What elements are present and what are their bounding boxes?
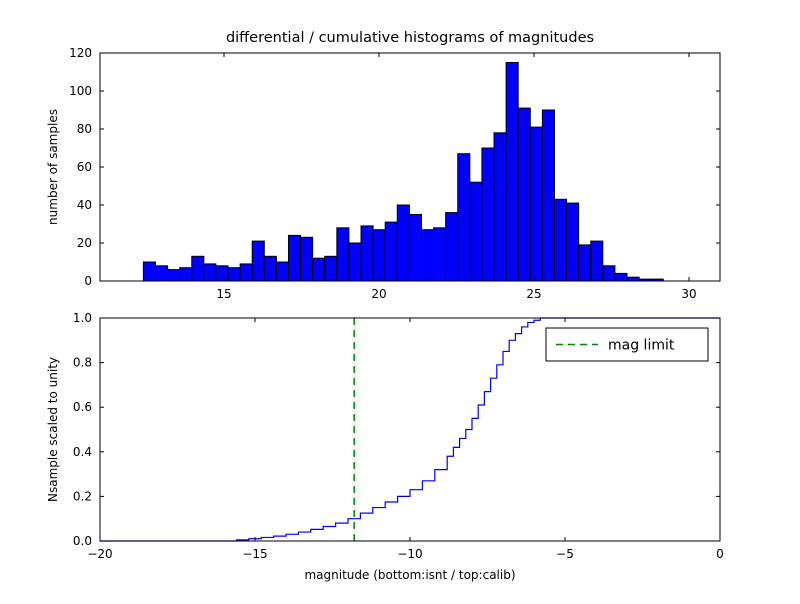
histogram-bar — [324, 255, 338, 282]
histogram-bar — [517, 107, 531, 282]
y-tick-label: 40 — [77, 198, 92, 212]
cumulative-line — [100, 317, 720, 542]
histogram-bar — [154, 265, 169, 282]
histogram-bar — [433, 227, 447, 282]
histogram-bar — [300, 236, 314, 282]
histogram-bar — [336, 227, 350, 282]
histogram-bar — [420, 229, 435, 282]
histogram-bar — [263, 255, 277, 282]
histogram-bar — [384, 221, 398, 282]
x-axis-label: magnitude (bottom:isnt / top:calib) — [304, 568, 515, 582]
histogram-bar — [179, 267, 193, 282]
histogram-bar — [287, 234, 302, 282]
x-tick-label: 15 — [216, 287, 231, 301]
y-tick-label: 0.2 — [73, 489, 92, 503]
y-tick-label: 100 — [69, 84, 92, 98]
y-tick-label: 0 — [84, 274, 92, 288]
histogram-bar — [348, 242, 362, 282]
legend-label: mag limit — [608, 338, 675, 354]
histogram-bar — [275, 261, 289, 282]
x-tick-label: −15 — [242, 547, 267, 561]
y-tick-label: 0.0 — [73, 534, 92, 548]
histogram-bar — [566, 202, 580, 282]
y-tick-label: 1.0 — [73, 311, 92, 325]
histogram-bar — [614, 272, 628, 282]
x-tick-label: −5 — [556, 547, 574, 561]
histogram-bar — [227, 267, 241, 282]
histogram-bar — [493, 132, 507, 282]
histogram-bar — [360, 225, 374, 282]
histogram-bar — [396, 204, 410, 282]
x-tick-label: 30 — [681, 287, 696, 301]
y-tick-label: 0.8 — [73, 356, 92, 370]
histogram-bar — [553, 198, 568, 282]
histogram-bar — [445, 212, 459, 282]
y-tick-label: 120 — [69, 46, 92, 60]
histogram-bar — [481, 147, 495, 282]
x-tick-label: −20 — [87, 547, 112, 561]
x-tick-label: −10 — [397, 547, 422, 561]
axes-top-frame — [99, 52, 721, 282]
histogram-bar — [372, 229, 386, 282]
axes-top: 15 20 25 30 0 20 40 60 80 100 120 differential / cu… — [46, 30, 720, 301]
histogram-bar — [529, 126, 543, 282]
histogram-bar — [602, 265, 616, 282]
axes-bottom: −20 −15 −10 −5 0 0.0 0.2 0.4 0.6 0.8 1.0 magnitude … — [46, 311, 724, 582]
histogram-bar — [239, 263, 253, 282]
histogram-bar — [590, 240, 604, 282]
histogram-bar — [312, 257, 326, 282]
y-tick-label: 20 — [77, 236, 92, 250]
y-tick-label: 60 — [77, 160, 92, 174]
x-tick-label: 0 — [716, 547, 724, 561]
histogram-bar — [203, 263, 217, 282]
histogram-bar — [215, 265, 229, 282]
histogram-bar — [626, 276, 640, 282]
chart-title: differential / cumulative histograms of … — [226, 30, 594, 46]
histogram-bar — [167, 269, 181, 282]
histogram-bar — [469, 181, 483, 282]
legend: mag limit — [545, 327, 709, 362]
top-y-axis-label: number of samples — [46, 109, 60, 225]
y-tick-label: 80 — [77, 122, 92, 136]
histogram-bar — [408, 214, 422, 282]
histogram-bar — [457, 153, 471, 282]
histogram-bar — [251, 240, 265, 282]
histogram-bar — [142, 261, 156, 282]
bottom-y-axis-label: Nsample scaled to unity — [46, 357, 60, 502]
y-tick-label: 0.6 — [73, 400, 92, 414]
axes-bottom-frame — [99, 317, 721, 542]
histogram-bar — [505, 62, 519, 282]
histogram-bar — [578, 244, 592, 282]
x-tick-label: 25 — [526, 287, 541, 301]
x-tick-label: 20 — [371, 287, 386, 301]
histogram-bar — [191, 255, 205, 282]
histogram-bar — [541, 109, 555, 282]
y-tick-label: 0.4 — [73, 445, 92, 459]
